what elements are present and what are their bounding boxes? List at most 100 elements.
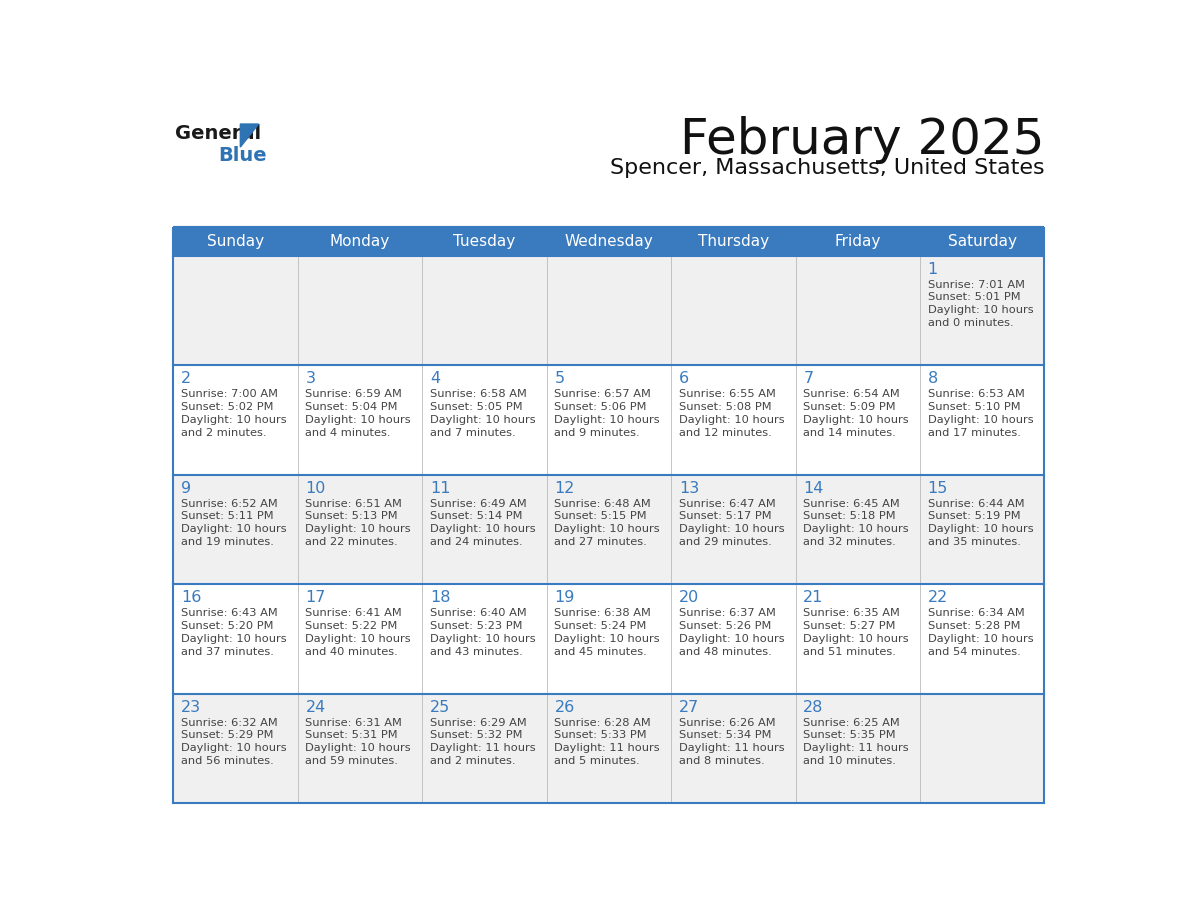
Text: Daylight: 10 hours: Daylight: 10 hours <box>555 634 661 644</box>
Text: and 4 minutes.: and 4 minutes. <box>305 428 391 438</box>
Text: 2: 2 <box>181 372 191 386</box>
Text: 17: 17 <box>305 590 326 605</box>
Text: Daylight: 10 hours: Daylight: 10 hours <box>555 415 661 425</box>
Text: Blue: Blue <box>219 146 267 164</box>
Text: Daylight: 10 hours: Daylight: 10 hours <box>305 744 411 754</box>
Text: Sunrise: 6:48 AM: Sunrise: 6:48 AM <box>555 498 651 509</box>
Text: and 17 minutes.: and 17 minutes. <box>928 428 1020 438</box>
Text: 8: 8 <box>928 372 939 386</box>
Text: Daylight: 10 hours: Daylight: 10 hours <box>928 306 1034 316</box>
Text: and 2 minutes.: and 2 minutes. <box>181 428 266 438</box>
Text: Daylight: 10 hours: Daylight: 10 hours <box>430 415 536 425</box>
Text: Friday: Friday <box>834 234 881 250</box>
Text: Sunrise: 6:40 AM: Sunrise: 6:40 AM <box>430 608 526 618</box>
Text: and 14 minutes.: and 14 minutes. <box>803 428 896 438</box>
Text: Sunrise: 6:31 AM: Sunrise: 6:31 AM <box>305 718 403 728</box>
Text: Sunrise: 6:41 AM: Sunrise: 6:41 AM <box>305 608 403 618</box>
Text: Daylight: 10 hours: Daylight: 10 hours <box>430 524 536 534</box>
Text: Sunset: 5:34 PM: Sunset: 5:34 PM <box>678 731 771 741</box>
Text: and 8 minutes.: and 8 minutes. <box>678 756 764 767</box>
Text: Sunset: 5:31 PM: Sunset: 5:31 PM <box>305 731 398 741</box>
Text: 14: 14 <box>803 481 823 496</box>
Text: 16: 16 <box>181 590 202 605</box>
Text: 25: 25 <box>430 700 450 715</box>
Text: Daylight: 10 hours: Daylight: 10 hours <box>181 524 286 534</box>
Text: Daylight: 10 hours: Daylight: 10 hours <box>305 524 411 534</box>
Text: 12: 12 <box>555 481 575 496</box>
Text: 7: 7 <box>803 372 814 386</box>
Bar <box>173 475 1044 584</box>
Bar <box>173 256 1044 365</box>
Text: Sunset: 5:08 PM: Sunset: 5:08 PM <box>678 402 771 412</box>
Text: Sunset: 5:04 PM: Sunset: 5:04 PM <box>305 402 398 412</box>
Text: Sunrise: 6:52 AM: Sunrise: 6:52 AM <box>181 498 278 509</box>
Text: February 2025: February 2025 <box>680 117 1044 164</box>
Text: Spencer, Massachusetts, United States: Spencer, Massachusetts, United States <box>609 158 1044 178</box>
Text: and 35 minutes.: and 35 minutes. <box>928 537 1020 547</box>
Text: Sunrise: 6:47 AM: Sunrise: 6:47 AM <box>678 498 776 509</box>
Text: and 37 minutes.: and 37 minutes. <box>181 647 274 657</box>
Text: 1: 1 <box>928 262 939 277</box>
Text: and 29 minutes.: and 29 minutes. <box>678 537 771 547</box>
Bar <box>173 228 1044 256</box>
Text: and 7 minutes.: and 7 minutes. <box>430 428 516 438</box>
Text: and 43 minutes.: and 43 minutes. <box>430 647 523 657</box>
Text: Sunrise: 7:00 AM: Sunrise: 7:00 AM <box>181 389 278 399</box>
Text: Sunrise: 6:37 AM: Sunrise: 6:37 AM <box>678 608 776 618</box>
Text: Sunset: 5:11 PM: Sunset: 5:11 PM <box>181 511 273 521</box>
Bar <box>173 584 1044 694</box>
Text: and 0 minutes.: and 0 minutes. <box>928 319 1013 329</box>
Text: Daylight: 10 hours: Daylight: 10 hours <box>928 524 1034 534</box>
Text: Sunrise: 6:51 AM: Sunrise: 6:51 AM <box>305 498 403 509</box>
Text: and 2 minutes.: and 2 minutes. <box>430 756 516 767</box>
Text: and 27 minutes.: and 27 minutes. <box>555 537 647 547</box>
Text: Sunset: 5:28 PM: Sunset: 5:28 PM <box>928 621 1020 631</box>
Text: 13: 13 <box>678 481 699 496</box>
Bar <box>173 365 1044 475</box>
Text: Sunset: 5:02 PM: Sunset: 5:02 PM <box>181 402 273 412</box>
Text: Daylight: 11 hours: Daylight: 11 hours <box>430 744 536 754</box>
Text: and 24 minutes.: and 24 minutes. <box>430 537 523 547</box>
Text: Sunset: 5:22 PM: Sunset: 5:22 PM <box>305 621 398 631</box>
Text: Sunrise: 6:35 AM: Sunrise: 6:35 AM <box>803 608 901 618</box>
Text: and 40 minutes.: and 40 minutes. <box>305 647 398 657</box>
Text: Sunset: 5:29 PM: Sunset: 5:29 PM <box>181 731 273 741</box>
Text: Sunrise: 6:54 AM: Sunrise: 6:54 AM <box>803 389 901 399</box>
Text: 23: 23 <box>181 700 201 715</box>
Text: Sunset: 5:33 PM: Sunset: 5:33 PM <box>555 731 647 741</box>
Text: and 9 minutes.: and 9 minutes. <box>555 428 640 438</box>
Text: Sunrise: 6:59 AM: Sunrise: 6:59 AM <box>305 389 403 399</box>
Text: Sunset: 5:24 PM: Sunset: 5:24 PM <box>555 621 646 631</box>
Text: Thursday: Thursday <box>697 234 769 250</box>
Text: Sunset: 5:10 PM: Sunset: 5:10 PM <box>928 402 1020 412</box>
Text: Sunrise: 6:53 AM: Sunrise: 6:53 AM <box>928 389 1024 399</box>
Text: Daylight: 10 hours: Daylight: 10 hours <box>305 634 411 644</box>
Text: Sunrise: 6:55 AM: Sunrise: 6:55 AM <box>678 389 776 399</box>
Text: and 54 minutes.: and 54 minutes. <box>928 647 1020 657</box>
Text: 11: 11 <box>430 481 450 496</box>
Text: Sunrise: 6:34 AM: Sunrise: 6:34 AM <box>928 608 1024 618</box>
Text: Sunrise: 7:01 AM: Sunrise: 7:01 AM <box>928 280 1025 289</box>
Text: 10: 10 <box>305 481 326 496</box>
Text: 18: 18 <box>430 590 450 605</box>
Text: Sunrise: 6:44 AM: Sunrise: 6:44 AM <box>928 498 1024 509</box>
Text: Sunset: 5:06 PM: Sunset: 5:06 PM <box>555 402 647 412</box>
Text: Sunrise: 6:29 AM: Sunrise: 6:29 AM <box>430 718 526 728</box>
Text: Tuesday: Tuesday <box>454 234 516 250</box>
Text: Daylight: 10 hours: Daylight: 10 hours <box>803 524 909 534</box>
Text: and 12 minutes.: and 12 minutes. <box>678 428 771 438</box>
Text: 15: 15 <box>928 481 948 496</box>
Text: Sunset: 5:35 PM: Sunset: 5:35 PM <box>803 731 896 741</box>
Text: 21: 21 <box>803 590 823 605</box>
Text: Sunset: 5:15 PM: Sunset: 5:15 PM <box>555 511 647 521</box>
Text: 20: 20 <box>678 590 699 605</box>
Text: 28: 28 <box>803 700 823 715</box>
Text: Saturday: Saturday <box>948 234 1017 250</box>
Text: Daylight: 11 hours: Daylight: 11 hours <box>555 744 661 754</box>
Text: Sunset: 5:13 PM: Sunset: 5:13 PM <box>305 511 398 521</box>
Text: 5: 5 <box>555 372 564 386</box>
Text: 22: 22 <box>928 590 948 605</box>
Text: 27: 27 <box>678 700 699 715</box>
Text: Sunset: 5:05 PM: Sunset: 5:05 PM <box>430 402 523 412</box>
Text: Sunrise: 6:45 AM: Sunrise: 6:45 AM <box>803 498 901 509</box>
